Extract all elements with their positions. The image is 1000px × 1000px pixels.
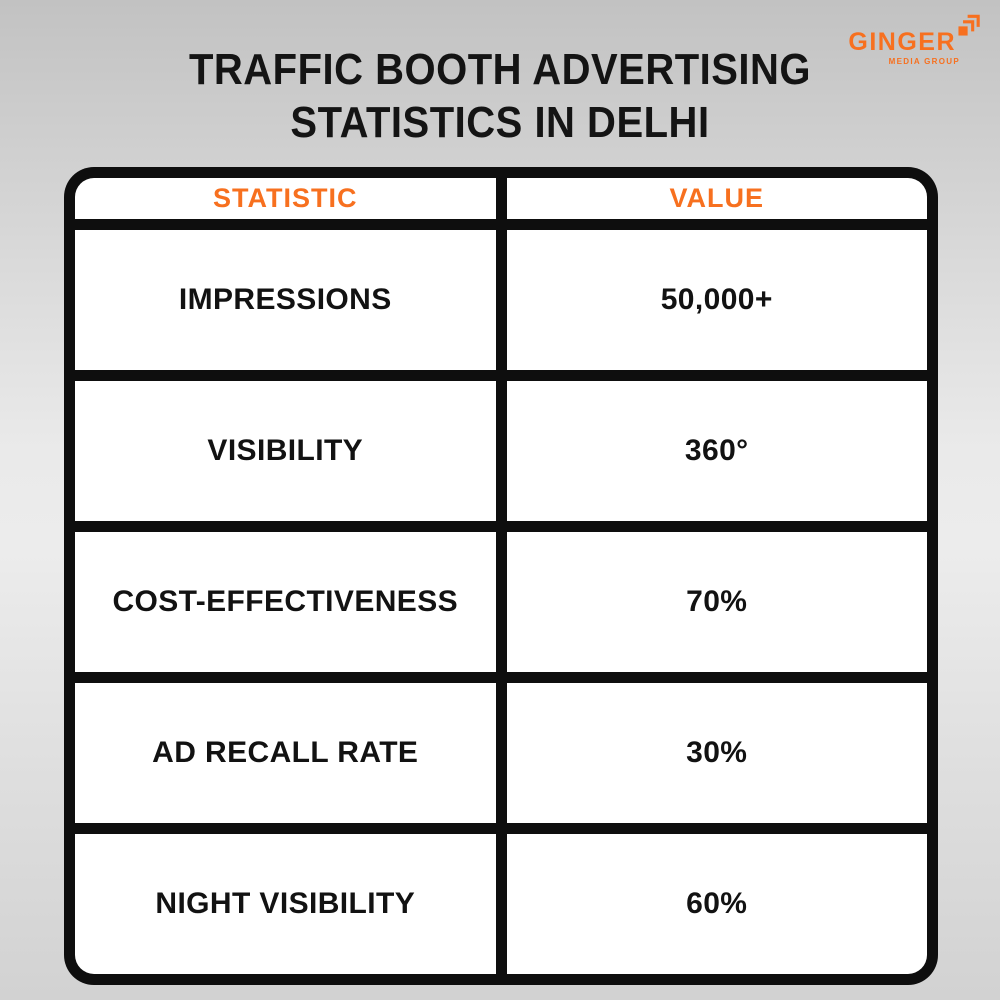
page-title: TRAFFIC BOOTH ADVERTISING STATISTICS IN … — [0, 44, 1000, 150]
brand-logo: GINGER MEDIA GROUP — [848, 14, 980, 66]
table-row-statistic: COST-EFFECTIVENESS — [75, 532, 496, 672]
column-header-statistic: STATISTIC — [75, 178, 496, 219]
column-header-value: VALUE — [506, 178, 927, 219]
brand-name: GINGER — [848, 28, 956, 56]
page-title-line1: TRAFFIC BOOTH ADVERTISING — [188, 46, 812, 94]
brand-tagline: MEDIA GROUP — [888, 57, 960, 66]
table-row-statistic: NIGHT VISIBILITY — [75, 834, 496, 974]
brand-logo-top: GINGER — [848, 14, 980, 55]
table-row-value: 70% — [506, 532, 927, 672]
table-row-value: 60% — [506, 834, 927, 974]
table-row-value: 360° — [506, 381, 927, 521]
table-row-value: 30% — [506, 683, 927, 823]
statistics-table: STATISTIC VALUE IMPRESSIONS 50,000+ VISI… — [64, 167, 938, 985]
table-row-statistic: IMPRESSIONS — [75, 230, 496, 370]
table-row-value: 50,000+ — [506, 230, 927, 370]
table-row-statistic: VISIBILITY — [75, 381, 496, 521]
table-row-statistic: AD RECALL RATE — [75, 683, 496, 823]
page-title-line2: STATISTICS IN DELHI — [290, 99, 710, 147]
growth-bars-icon — [958, 14, 980, 36]
